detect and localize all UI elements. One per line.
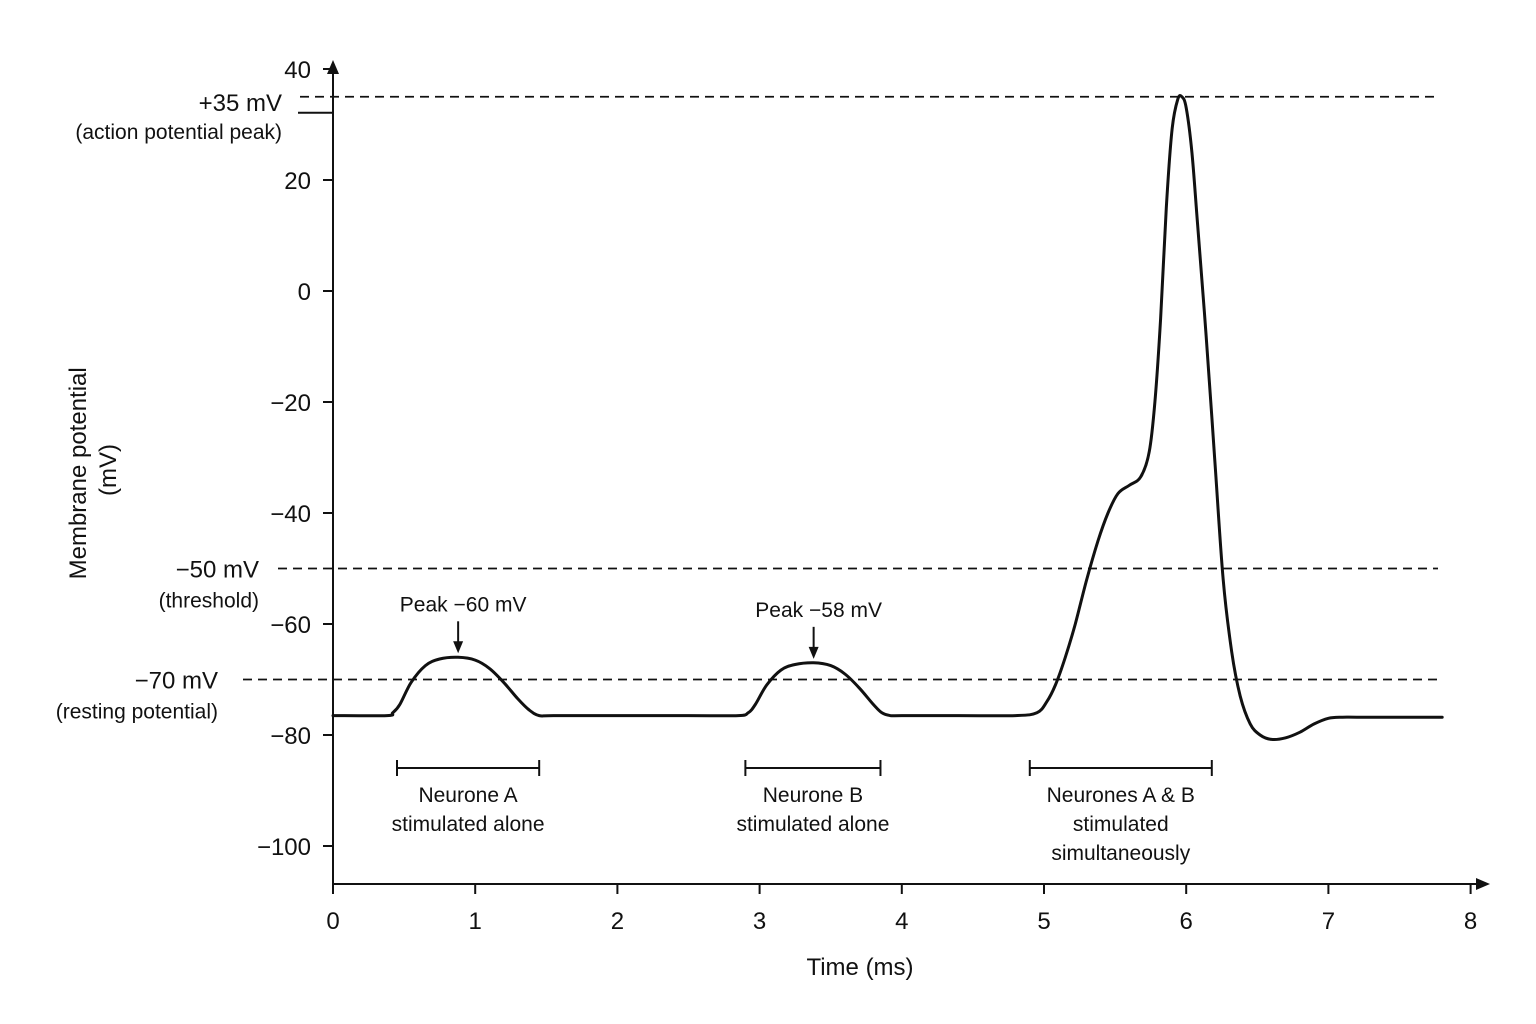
y-axis-label-line-1: Membrane potential [65,367,92,579]
x-tick-label: 8 [1464,908,1477,935]
x-axis-label: Time (ms) [806,954,913,981]
x-tick-label: 5 [1037,908,1050,935]
x-tick-label: 3 [753,908,766,935]
annotations: Peak −60 mV Peak −58 mV [400,593,882,659]
y-axis-label-line-2: (mV) [95,444,122,496]
x-tick-label: 6 [1180,908,1193,935]
y-tick-label: −80 [270,723,311,750]
axis-ticks: 0 1 2 3 4 5 6 7 8 40 20 0 −20 −40 −60 −80 −100 [257,57,1477,935]
y-tick-label: −60 [270,612,311,639]
interval-label: Neurones A & B [1047,784,1195,807]
interval-label: stimulated alone [392,813,545,836]
reference-sublabel: (action potential peak) [75,121,282,144]
y-tick-label: 20 [284,168,311,195]
x-tick-label: 2 [611,908,624,935]
y-axis-label: Membrane potential (mV) [65,361,122,580]
reference-sublabel: (threshold) [159,590,259,613]
peak-arrow-head [808,646,819,659]
membrane-potential-trace [331,94,1444,742]
y-tick-label: −100 [257,834,311,861]
reference-label: −50 mV [176,557,259,584]
x-tick-label: 7 [1322,908,1335,935]
reference-sublabel: (resting potential) [56,701,218,724]
series-group [331,94,1444,742]
peak-annotation-label: Peak −58 mV [755,599,882,622]
y-tick-label: −40 [270,501,311,528]
interval-label: Neurone A [418,784,517,807]
y-tick-label: 40 [284,57,311,84]
reference-label: +35 mV [199,90,282,117]
x-tick-label: 1 [469,908,482,935]
x-tick-label: 0 [326,908,339,935]
x-axis-arrowhead [1476,878,1490,890]
stimulus-intervals: Neurone A stimulated alone Neurone B stimul… [392,760,1213,865]
axes [327,60,1490,890]
peak-arrow-head [453,641,464,654]
peak-annotation-label: Peak −60 mV [400,593,527,616]
interval-label: stimulated alone [736,813,889,836]
reference-label: −70 mV [135,668,218,695]
y-axis-arrowhead [327,60,339,74]
interval-label: Neurone B [763,784,863,807]
reference-lines: +35 mV (action potential peak) −50 mV (thre… [56,90,1438,724]
interval-label: simultaneously [1051,842,1190,865]
x-tick-label: 4 [895,908,908,935]
interval-label: stimulated [1073,813,1169,836]
y-tick-label: −20 [270,390,311,417]
y-tick-label: 0 [298,279,311,306]
